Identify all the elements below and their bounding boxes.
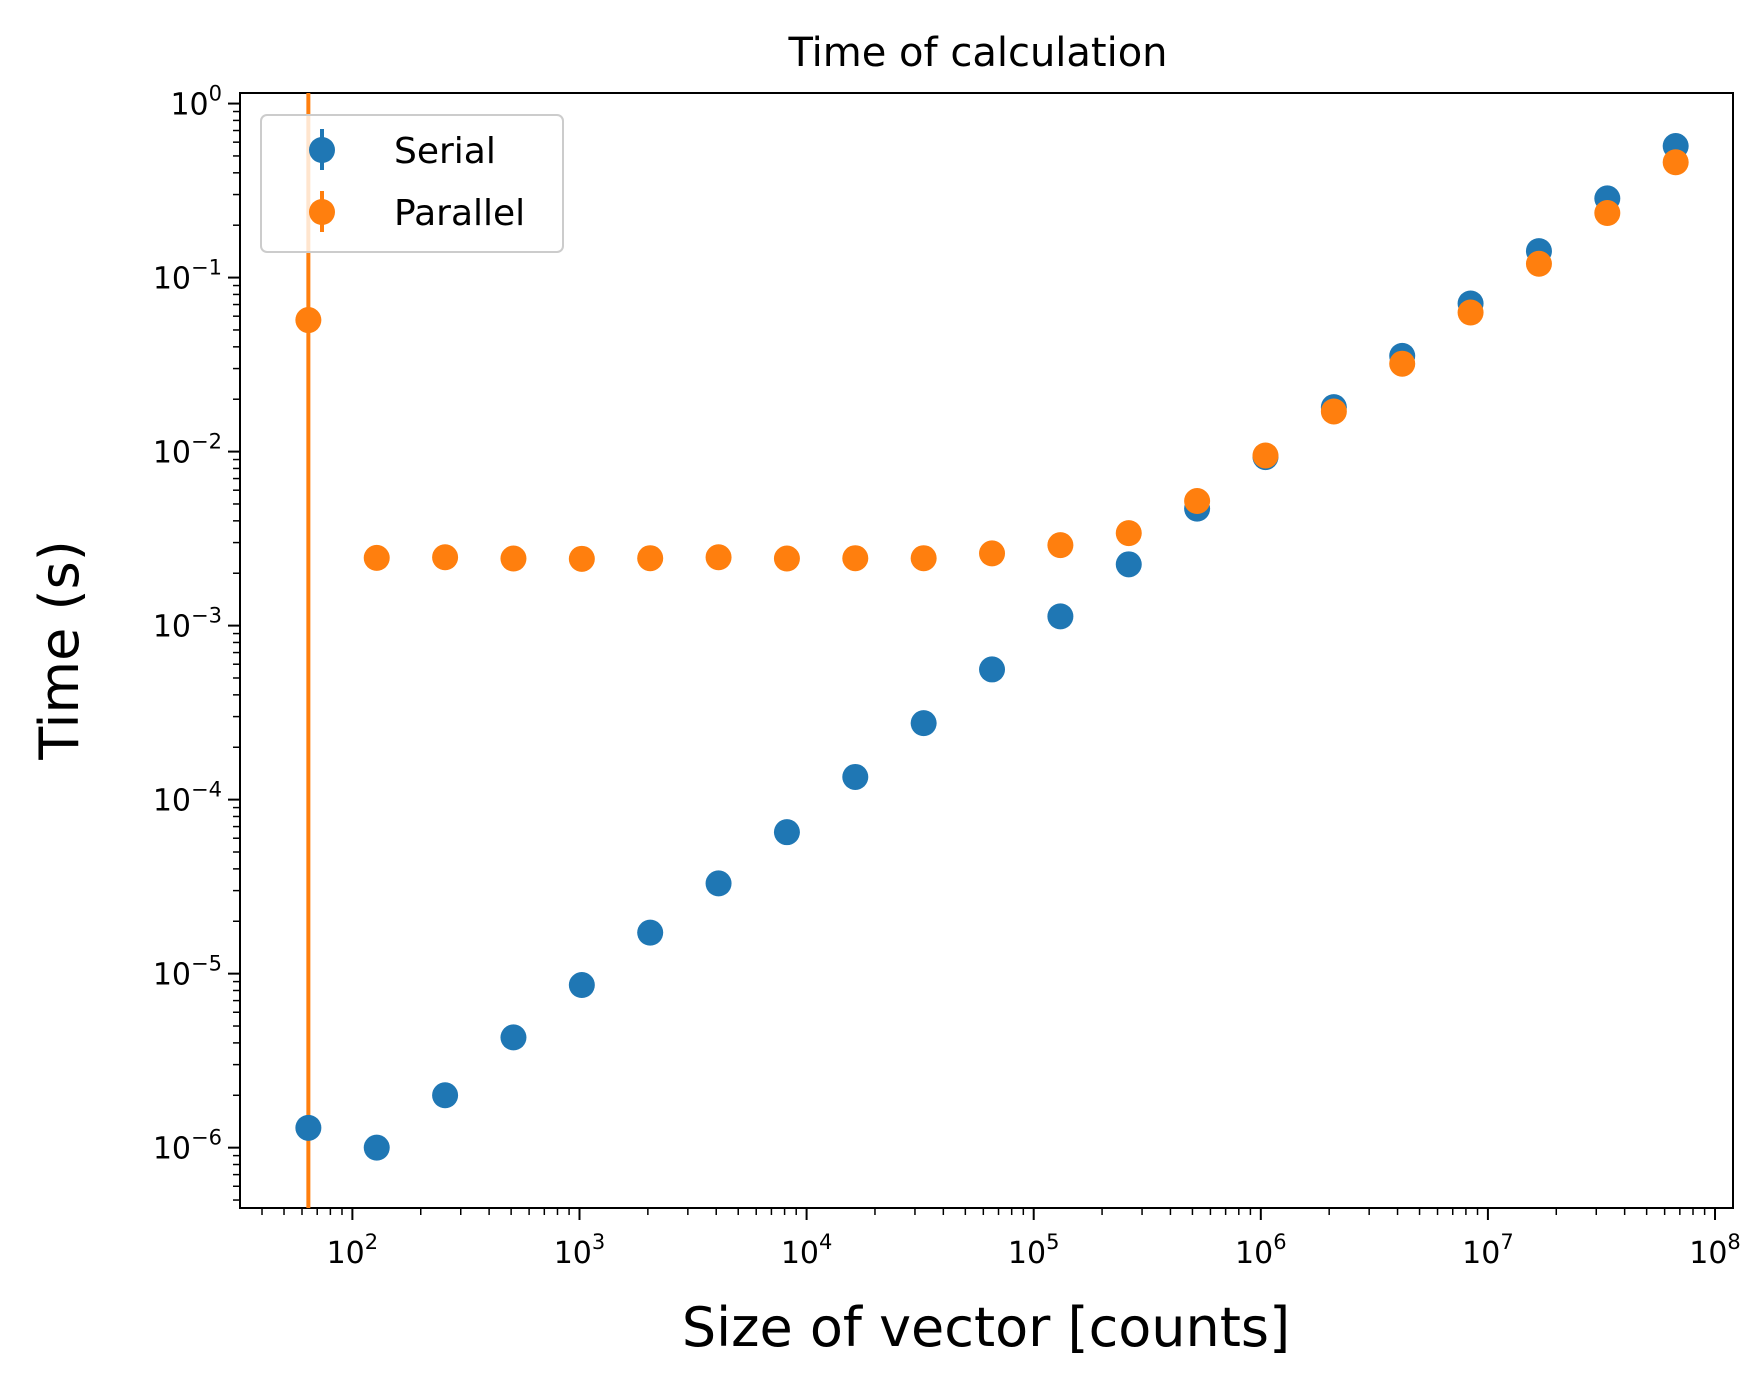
point-serial (910, 710, 937, 737)
point-parallel (1252, 442, 1279, 469)
plot-frame (239, 92, 1734, 1209)
point-parallel (773, 545, 800, 572)
point-serial (295, 1114, 322, 1141)
y-tick-label: 10−2 (153, 430, 222, 471)
point-serial (432, 1082, 459, 1109)
point-parallel (979, 540, 1006, 567)
x-minor-ticks (261, 1208, 1706, 1215)
plot-area: 102 103 104 105 106 107 108 10−610−510−410−310… (153, 82, 1741, 1271)
y-axis-ticks: 10−6 10−5 10−4 10−3 10−2 10−1 100 (153, 82, 240, 1167)
point-serial (979, 656, 1006, 683)
point-parallel (295, 307, 322, 334)
y-tick-label: 10−3 (153, 604, 222, 645)
y-tick-label: 10−5 (153, 952, 222, 993)
y-tick-label: 10−6 (153, 1126, 222, 1167)
legend-serial-label: Serial (394, 131, 496, 172)
point-parallel (1047, 532, 1074, 559)
chart-title: Time of calculation (787, 30, 1167, 76)
point-parallel (363, 544, 390, 571)
y-axis-title: Time (s) (28, 540, 91, 761)
point-parallel (842, 545, 869, 572)
point-serial (773, 819, 800, 846)
point-serial (363, 1134, 390, 1161)
point-parallel (568, 545, 595, 572)
x-tick-label: 108 (1689, 1230, 1741, 1271)
x-axis-ticks: 102 103 104 105 106 107 108 (327, 1208, 1741, 1271)
point-parallel (1389, 350, 1416, 377)
point-parallel (705, 544, 732, 571)
point-parallel (1115, 520, 1142, 547)
point-parallel (1320, 398, 1347, 425)
legend-serial-marker (309, 137, 335, 163)
y-minor-ticks (233, 110, 240, 1201)
point-serial (500, 1024, 527, 1051)
point-serial (1047, 603, 1074, 630)
point-serial (842, 763, 869, 790)
point-parallel (1525, 250, 1552, 277)
point-serial (568, 972, 595, 999)
x-tick-label: 107 (1462, 1230, 1514, 1271)
x-tick-label: 105 (1008, 1230, 1060, 1271)
point-parallel (500, 545, 527, 572)
legend-parallel-marker (309, 199, 335, 225)
x-tick-label: 104 (781, 1230, 833, 1271)
point-parallel (432, 544, 459, 571)
point-serial (705, 870, 732, 897)
y-tick-label: 10−1 (153, 256, 222, 297)
point-parallel (910, 545, 937, 572)
x-tick-label: 106 (1235, 1230, 1287, 1271)
y-tick-label: 10−4 (153, 778, 222, 819)
legend-parallel-label: Parallel (394, 193, 525, 234)
point-serial (1115, 551, 1142, 578)
point-parallel (1184, 488, 1211, 515)
x-axis-title: Size of vector [counts] (682, 1296, 1290, 1359)
y-tick-label: 100 (170, 82, 222, 123)
point-serial (637, 919, 664, 946)
point-parallel (637, 545, 664, 572)
legend-box (260, 114, 564, 253)
point-parallel (1457, 299, 1484, 326)
x-tick-label: 103 (554, 1230, 606, 1271)
data-points (295, 133, 1689, 1161)
legend: Serial Parallel (260, 114, 564, 253)
x-tick-label: 102 (327, 1230, 379, 1271)
point-parallel (1594, 200, 1621, 227)
point-parallel (1662, 149, 1689, 176)
